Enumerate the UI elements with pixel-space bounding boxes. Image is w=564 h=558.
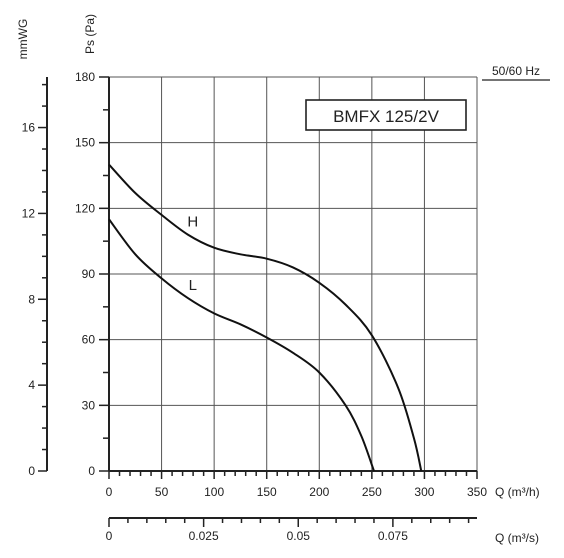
series-label-h: H bbox=[187, 214, 198, 231]
y-tick-label: 0 bbox=[88, 464, 95, 478]
series: HL bbox=[108, 163, 423, 472]
m3s-tick-label: 0 bbox=[106, 529, 113, 543]
y-tick-label: 60 bbox=[82, 333, 96, 347]
y-left-unit-label: mmWG bbox=[16, 19, 30, 60]
x-tick-label: 200 bbox=[309, 485, 329, 499]
y-tick-label: 90 bbox=[82, 267, 96, 281]
x-tick-label: 0 bbox=[106, 485, 113, 499]
x2-axis-label: Q (m³/s) bbox=[495, 531, 539, 545]
x-tick-label: 50 bbox=[155, 485, 169, 499]
y-tick-label: 120 bbox=[75, 201, 95, 215]
frequency-label: 50/60 Hz bbox=[492, 64, 540, 78]
series-line-l bbox=[108, 218, 375, 472]
x-axis-label: Q (m³/h) bbox=[495, 485, 540, 499]
y-tick-label: 150 bbox=[75, 136, 95, 150]
mmwg-tick-label: 0 bbox=[28, 464, 35, 478]
mmwg-tick-label: 8 bbox=[28, 292, 35, 306]
series-label-l: L bbox=[189, 277, 197, 294]
x-tick-label: 300 bbox=[414, 485, 434, 499]
y-axis-label: Ps (Pa) bbox=[83, 14, 97, 54]
mmwg-tick-label: 12 bbox=[22, 206, 36, 220]
title-box bbox=[305, 99, 467, 131]
chart-title: BMFX 125/2V bbox=[333, 107, 439, 126]
m3s-tick-label: 0.025 bbox=[189, 529, 219, 543]
x-tick-label: 250 bbox=[362, 485, 382, 499]
mmwg-tick-label: 4 bbox=[28, 378, 35, 392]
mmwg-tick-label: 16 bbox=[22, 121, 36, 135]
m3s-tick-label: 0.05 bbox=[287, 529, 311, 543]
series-line-h bbox=[108, 163, 423, 472]
m3s-tick-label: 0.075 bbox=[378, 529, 408, 543]
y-tick-label: 30 bbox=[82, 398, 96, 412]
x-tick-label: 350 bbox=[467, 485, 487, 499]
y-tick-label: 180 bbox=[75, 70, 95, 84]
x-tick-label: 150 bbox=[257, 485, 277, 499]
grid bbox=[109, 76, 478, 471]
x-tick-label: 100 bbox=[204, 485, 224, 499]
